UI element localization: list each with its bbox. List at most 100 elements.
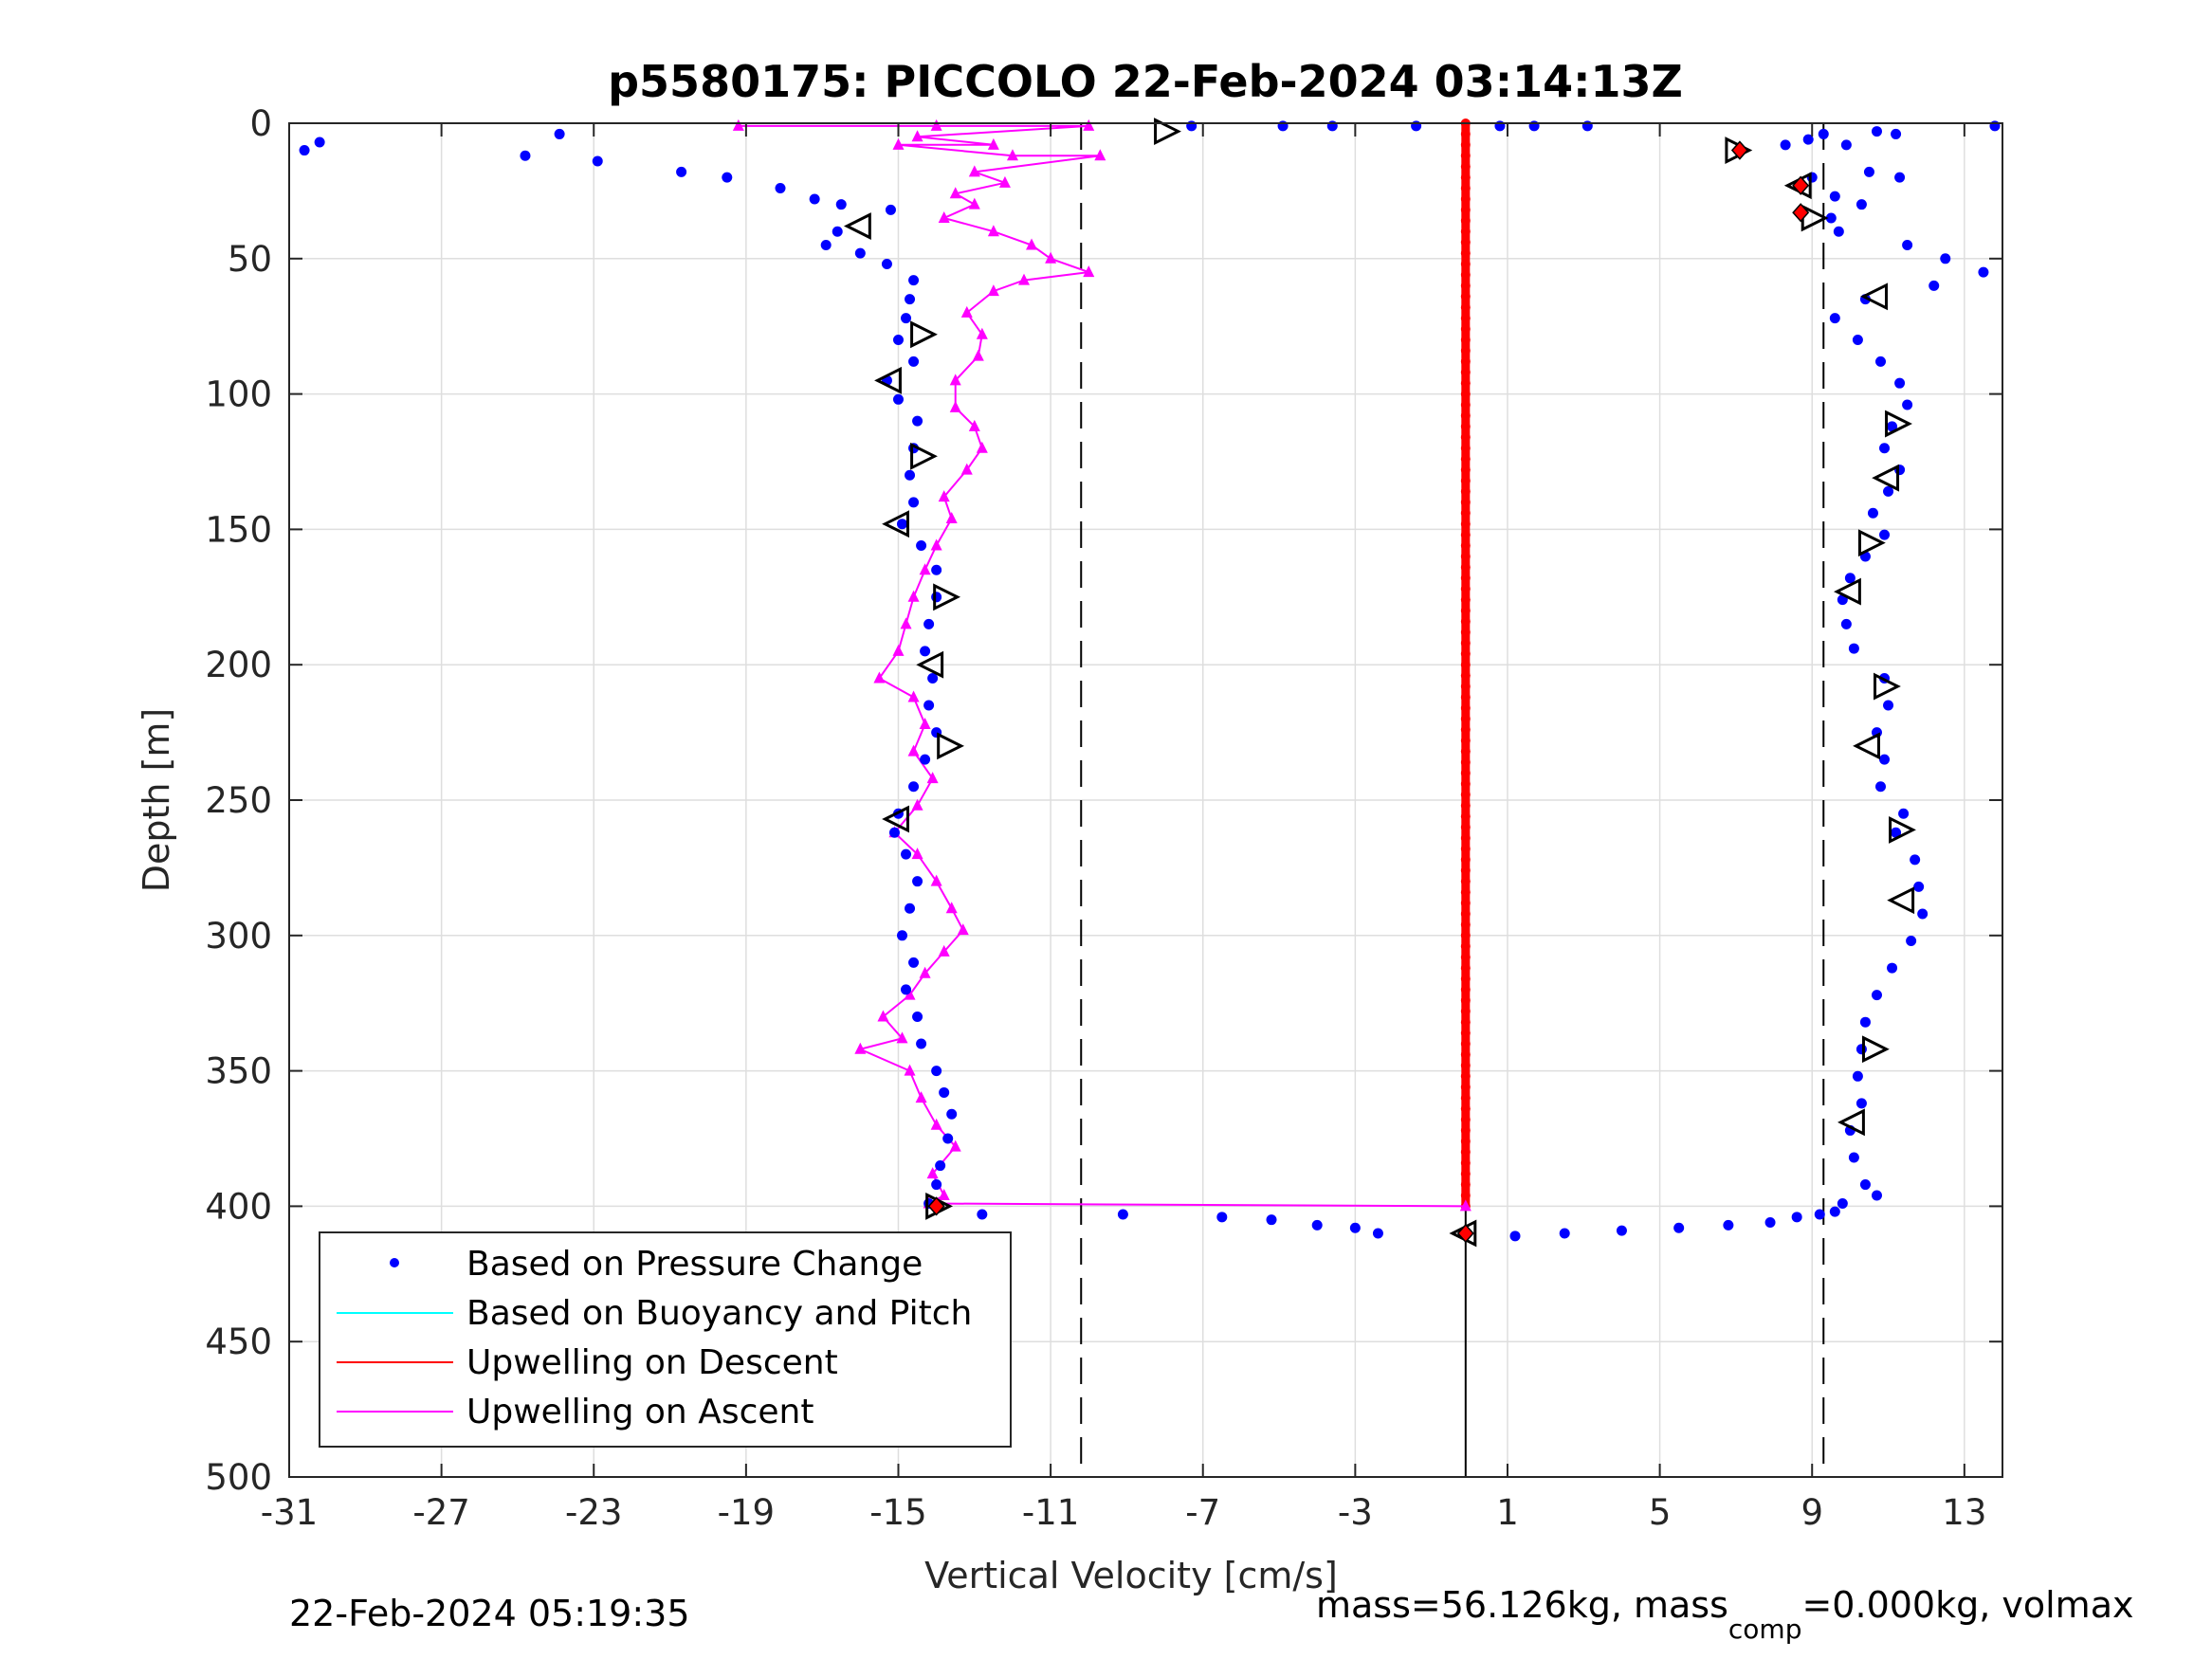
x-tick-label: -27 bbox=[412, 1492, 469, 1533]
pressure-change-point bbox=[1829, 191, 1840, 202]
upwelling-descent-marker bbox=[1460, 724, 1471, 735]
upwelling-ascent-marker bbox=[1094, 149, 1106, 161]
pressure-change-point bbox=[977, 1209, 988, 1220]
upwelling-descent-marker bbox=[1460, 995, 1471, 1006]
upwelling-ascent-marker bbox=[949, 374, 961, 386]
pressure-change-point bbox=[1117, 1209, 1128, 1220]
triangle-marker bbox=[910, 320, 938, 349]
pressure-change-point bbox=[1871, 126, 1882, 137]
pressure-change-point bbox=[920, 754, 931, 765]
upwelling-ascent-marker bbox=[1006, 149, 1018, 161]
upwelling-descent-marker bbox=[1460, 1169, 1471, 1179]
pressure-change-point bbox=[912, 876, 923, 887]
upwelling-ascent-marker bbox=[1459, 1199, 1472, 1212]
triangle-marker bbox=[933, 583, 961, 611]
pressure-change-point bbox=[912, 415, 923, 427]
upwelling-descent-marker bbox=[1460, 551, 1471, 561]
upwelling-descent-marker bbox=[1460, 1060, 1471, 1070]
upwelling-descent-marker bbox=[1460, 606, 1471, 616]
pressure-change-point bbox=[923, 700, 935, 711]
pressure-change-point bbox=[1856, 1044, 1867, 1055]
pressure-change-point bbox=[892, 334, 904, 345]
upwelling-descent-marker bbox=[1460, 616, 1471, 627]
pressure-change-point bbox=[809, 193, 820, 205]
triangle-marker bbox=[1853, 732, 1880, 760]
upwelling-descent-marker bbox=[1460, 205, 1471, 215]
upwelling-descent-marker bbox=[1460, 1017, 1471, 1028]
upwelling-descent-marker bbox=[1460, 345, 1471, 356]
pressure-change-point bbox=[1825, 212, 1837, 224]
pressure-change-point bbox=[1814, 1209, 1825, 1220]
pressure-change-point bbox=[1780, 139, 1791, 151]
upwelling-descent-marker bbox=[1460, 898, 1471, 908]
pressure-change-point bbox=[835, 199, 847, 210]
upwelling-descent-marker bbox=[1460, 335, 1471, 345]
triangle-marker bbox=[843, 212, 871, 240]
upwelling-descent-marker bbox=[1460, 454, 1471, 465]
upwelling-descent-marker bbox=[1460, 269, 1471, 280]
upwelling-descent-marker bbox=[1460, 974, 1471, 984]
upwelling-descent-marker bbox=[1460, 854, 1471, 865]
red-diamond-marker bbox=[1792, 203, 1810, 223]
pressure-change-point bbox=[1879, 529, 1891, 540]
pressure-change-point bbox=[1871, 990, 1882, 1001]
pressure-change-point bbox=[912, 1011, 923, 1022]
pressure-change-point bbox=[1913, 881, 1925, 892]
upwelling-ascent-marker bbox=[930, 118, 942, 131]
upwelling-ascent-marker bbox=[945, 511, 958, 523]
upwelling-descent-marker bbox=[1460, 291, 1471, 301]
pressure-change-point bbox=[1829, 313, 1840, 324]
upwelling-descent-marker bbox=[1460, 866, 1471, 876]
upwelling-ascent-marker bbox=[915, 1091, 927, 1103]
legend: Based on Pressure Change Based on Buoyan… bbox=[319, 1231, 1012, 1448]
triangle-marker bbox=[1872, 464, 1900, 492]
y-tick-label: 250 bbox=[205, 780, 272, 821]
upwelling-ascent-marker bbox=[1083, 118, 1095, 131]
y-axis-ticks: 0 50 100 150 200 250 300 350 400 450 500 bbox=[205, 103, 2002, 1498]
y-tick-label: 300 bbox=[205, 916, 272, 957]
upwelling-ascent-marker bbox=[904, 1064, 916, 1076]
pressure-change-point bbox=[1856, 199, 1867, 210]
pressure-change-point bbox=[1859, 1179, 1871, 1191]
chart-title: p5580175: PICCOLO 22-Feb-2024 03:14:13Z bbox=[608, 56, 1683, 107]
upwelling-descent-marker bbox=[1460, 638, 1471, 648]
triangle-marker bbox=[1837, 1108, 1865, 1137]
pressure-change-point bbox=[1616, 1225, 1627, 1236]
upwelling-descent-marker bbox=[1460, 400, 1471, 410]
upwelling-descent-marker bbox=[1460, 475, 1471, 485]
upwelling-ascent-marker bbox=[907, 590, 920, 602]
upwelling-descent-marker bbox=[1460, 237, 1471, 247]
upwelling-descent-marker bbox=[1460, 1158, 1471, 1168]
pressure-change-point bbox=[1856, 1098, 1867, 1109]
red-diamond-marker bbox=[1730, 140, 1748, 160]
pressure-change-point bbox=[554, 128, 565, 139]
upwelling-ascent-marker bbox=[987, 225, 999, 237]
y-tick-label: 0 bbox=[249, 103, 272, 144]
pressure-change-point bbox=[1840, 139, 1852, 151]
upwelling-descent-marker bbox=[1460, 497, 1471, 507]
upwelling-descent-marker bbox=[1460, 941, 1471, 952]
pressure-change-point bbox=[892, 393, 904, 405]
pressure-change-point bbox=[1887, 962, 1898, 974]
upwelling-ascent-marker bbox=[854, 1042, 867, 1054]
upwelling-descent-marker bbox=[1460, 702, 1471, 713]
pressure-change-point bbox=[592, 155, 603, 167]
upwelling-ascent-marker bbox=[938, 490, 950, 502]
upwelling-descent-marker bbox=[1460, 1039, 1471, 1049]
red-diamond-marker bbox=[1456, 1223, 1474, 1244]
x-tick-label: -15 bbox=[869, 1492, 926, 1533]
upwelling-descent-marker bbox=[1460, 215, 1471, 226]
upwelling-ascent-marker bbox=[896, 1031, 908, 1044]
legend-label-ascent: Upwelling on Ascent bbox=[466, 1393, 814, 1431]
upwelling-descent-marker bbox=[1460, 1115, 1471, 1125]
pressure-change-point bbox=[1837, 1198, 1848, 1210]
triangle-marker bbox=[1885, 410, 1912, 438]
pressure-change-point bbox=[1859, 1016, 1871, 1028]
upwelling-descent-marker bbox=[1460, 832, 1471, 843]
pressure-change-point bbox=[1902, 240, 1913, 251]
pressure-change-point bbox=[1509, 1231, 1521, 1242]
x-tick-label: 1 bbox=[1496, 1492, 1519, 1533]
upwelling-ascent-marker bbox=[998, 175, 1011, 188]
triangle-marker bbox=[1860, 283, 1888, 311]
